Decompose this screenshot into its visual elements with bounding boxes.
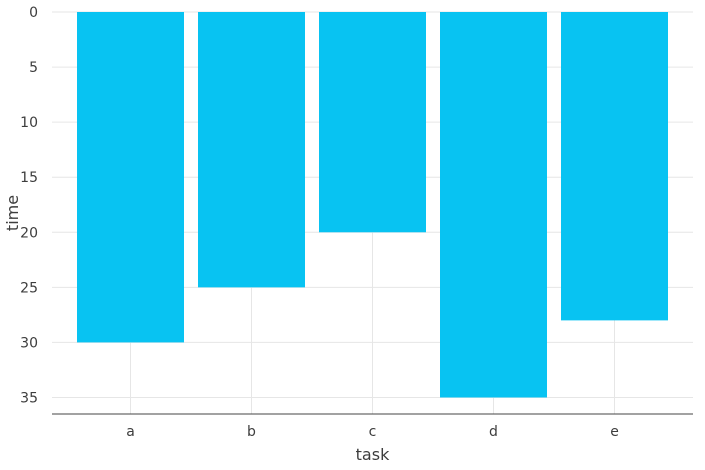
x-tick-label-a: a bbox=[126, 424, 135, 440]
bar-b bbox=[198, 12, 305, 288]
y-tick-label-35: 35 bbox=[20, 390, 38, 406]
y-tick-label-30: 30 bbox=[20, 335, 38, 351]
bar-c bbox=[319, 12, 426, 233]
bar-layer bbox=[77, 12, 668, 398]
x-tick-label-e: e bbox=[610, 424, 619, 440]
label-layer: 0 5 10 15 20 25 30 35 a b c d e bbox=[20, 5, 619, 440]
y-tick-label-20: 20 bbox=[20, 225, 38, 241]
y-tick-label-15: 15 bbox=[20, 170, 38, 186]
x-tick-label-d: d bbox=[489, 424, 498, 440]
x-tick-label-b: b bbox=[247, 424, 256, 440]
y-tick-label-25: 25 bbox=[20, 280, 38, 296]
bar-d bbox=[440, 12, 547, 398]
y-tick-label-5: 5 bbox=[29, 60, 38, 76]
bar-a bbox=[77, 12, 184, 343]
y-tick-label-10: 10 bbox=[20, 115, 38, 131]
x-axis-title: task bbox=[356, 445, 390, 464]
y-tick-label-0: 0 bbox=[29, 5, 38, 21]
x-tick-label-c: c bbox=[369, 424, 377, 440]
y-axis-title: time bbox=[3, 195, 22, 231]
bar-e bbox=[561, 12, 668, 321]
